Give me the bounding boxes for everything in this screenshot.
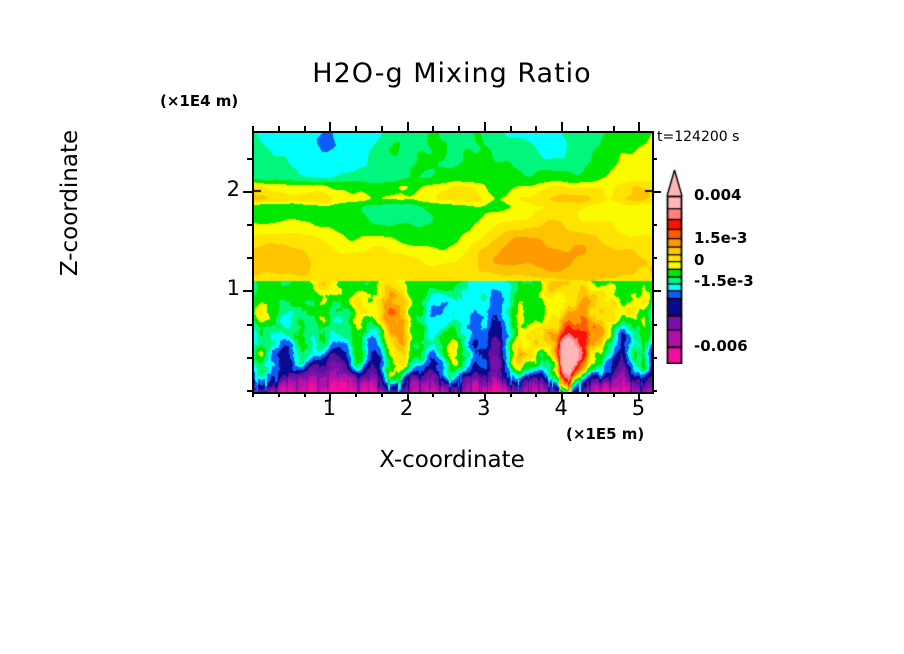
colorbar-tick-label: 1.5e-3 xyxy=(694,229,748,247)
x-axis-units: (×1E5 m) xyxy=(566,425,645,443)
x-tick-label: 1 xyxy=(322,396,336,420)
timestamp-annotation: t=124200 s xyxy=(657,129,740,145)
y-tick-label: 1 xyxy=(226,276,240,301)
y-axis-units: (×1E4 m) xyxy=(160,92,239,110)
colorbar xyxy=(662,168,688,364)
y-tick-label: 2 xyxy=(226,176,240,201)
x-tick-label: 3 xyxy=(477,396,491,420)
colorbar-tick-label: 0 xyxy=(694,251,705,269)
colorbar-gradient xyxy=(662,168,688,364)
contour-plot-area xyxy=(252,131,654,394)
colorbar-tick-label: -0.006 xyxy=(694,337,748,355)
x-tick-label: 5 xyxy=(631,396,646,420)
x-tick-label: 2 xyxy=(399,396,414,420)
colorbar-tick-label: -1.5e-3 xyxy=(694,272,754,290)
x-axis-label: X-coordinate xyxy=(379,447,525,473)
contour-field xyxy=(254,133,652,392)
page-title: H2O-g Mixing Ratio xyxy=(312,58,592,89)
x-tick-label: 4 xyxy=(554,396,568,420)
colorbar-tick-label: 0.004 xyxy=(694,186,742,204)
